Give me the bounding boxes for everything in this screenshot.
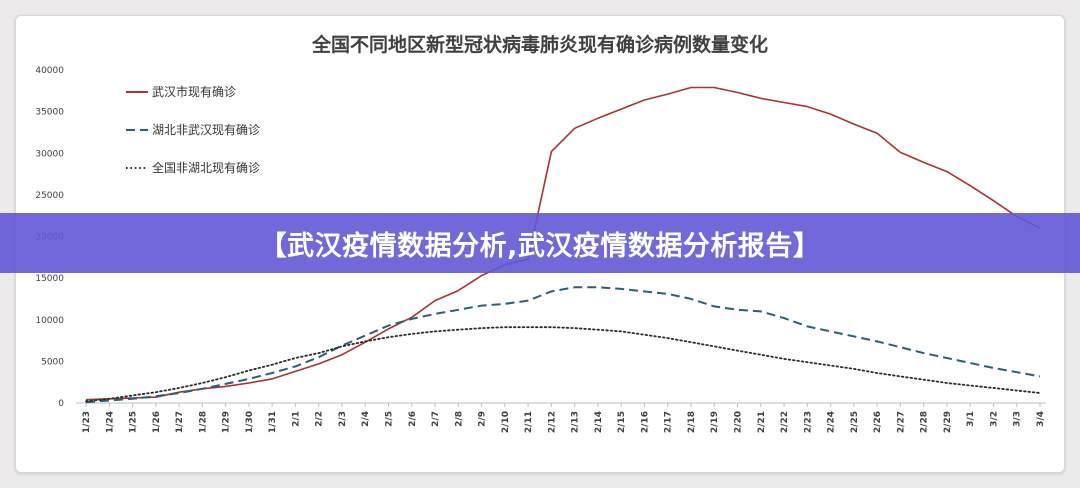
legend-label-0: 武汉市现有确诊	[152, 84, 236, 99]
x-tick-label: 1/25	[129, 411, 139, 433]
x-tick-label: 2/24	[827, 411, 837, 433]
y-tick-label: 25000	[35, 191, 64, 201]
x-tick-label: 2/20	[734, 411, 744, 433]
x-tick-label: 2/9	[478, 411, 488, 427]
y-tick-label: 35000	[35, 108, 64, 118]
x-tick-label: 2/3	[338, 411, 348, 427]
x-tick-label: 2/6	[408, 411, 418, 427]
x-tick-label: 2/10	[501, 411, 511, 433]
y-tick-label: 40000	[35, 66, 64, 76]
x-tick-label: 2/8	[454, 411, 464, 427]
x-tick-label: 2/15	[617, 411, 627, 433]
x-tick-label: 2/19	[710, 411, 720, 433]
y-tick-label: 30000	[35, 149, 64, 159]
x-tick-label: 1/24	[105, 411, 115, 433]
x-tick-label: 1/29	[222, 411, 232, 433]
x-tick-label: 2/17	[664, 411, 674, 433]
x-tick-label: 1/23	[82, 411, 92, 433]
x-tick-label: 2/29	[943, 411, 953, 433]
x-tick-label: 2/11	[524, 411, 534, 433]
x-tick-label: 1/28	[198, 411, 208, 433]
x-tick-label: 1/31	[268, 411, 278, 433]
x-tick-label: 2/13	[571, 411, 581, 433]
x-tick-label: 2/12	[547, 411, 557, 433]
x-tick-label: 2/14	[594, 411, 604, 433]
series-line-0	[85, 86, 1041, 401]
x-tick-label: 2/22	[780, 411, 790, 433]
x-tick-label: 1/27	[175, 411, 185, 433]
x-tick-label: 2/16	[640, 411, 650, 433]
y-tick-label: 15000	[35, 274, 64, 284]
x-tick-label: 2/4	[361, 411, 371, 427]
x-tick-label: 3/4	[1036, 411, 1046, 427]
x-tick-label: 2/2	[315, 411, 325, 427]
x-tick-label: 2/25	[850, 411, 860, 433]
x-tick-label: 2/5	[384, 411, 394, 427]
x-tick-label: 2/28	[920, 411, 930, 433]
x-tick-label: 2/21	[757, 411, 767, 433]
x-tick-label: 3/2	[989, 411, 999, 427]
series-layer	[85, 86, 1041, 404]
x-tick-label: 1/30	[245, 411, 255, 433]
x-tick-label: 2/7	[431, 411, 441, 427]
y-tick-label: 5000	[41, 357, 64, 367]
x-tick-label: 2/1	[291, 411, 301, 427]
x-tick-label: 2/27	[896, 411, 906, 433]
x-tick-label: 2/26	[873, 411, 883, 433]
x-tick-label: 3/3	[1013, 411, 1023, 427]
chart-title: 全国不同地区新型冠状病毒肺炎现有确诊病例数量变化	[311, 33, 768, 56]
axis-layer: 0500010000150002000025000300003500040000…	[35, 66, 1046, 433]
y-tick-label: 0	[58, 399, 64, 409]
x-tick-label: 1/26	[152, 411, 162, 433]
series-line-2	[85, 326, 1041, 403]
x-tick-label: 2/18	[687, 411, 697, 433]
x-tick-label: 3/1	[966, 411, 976, 427]
title-banner: 【武汉疫情数据分析,武汉疫情数据分析报告】	[0, 213, 1080, 273]
banner-text: 【武汉疫情数据分析,武汉疫情数据分析报告】	[259, 230, 821, 262]
legend-label-1: 湖北非武汉现有确诊	[152, 122, 260, 137]
series-line-1	[85, 286, 1041, 404]
x-tick-label: 2/23	[803, 411, 813, 433]
y-tick-label: 10000	[35, 316, 64, 326]
legend-label-2: 全国非湖北现有确诊	[152, 160, 260, 175]
